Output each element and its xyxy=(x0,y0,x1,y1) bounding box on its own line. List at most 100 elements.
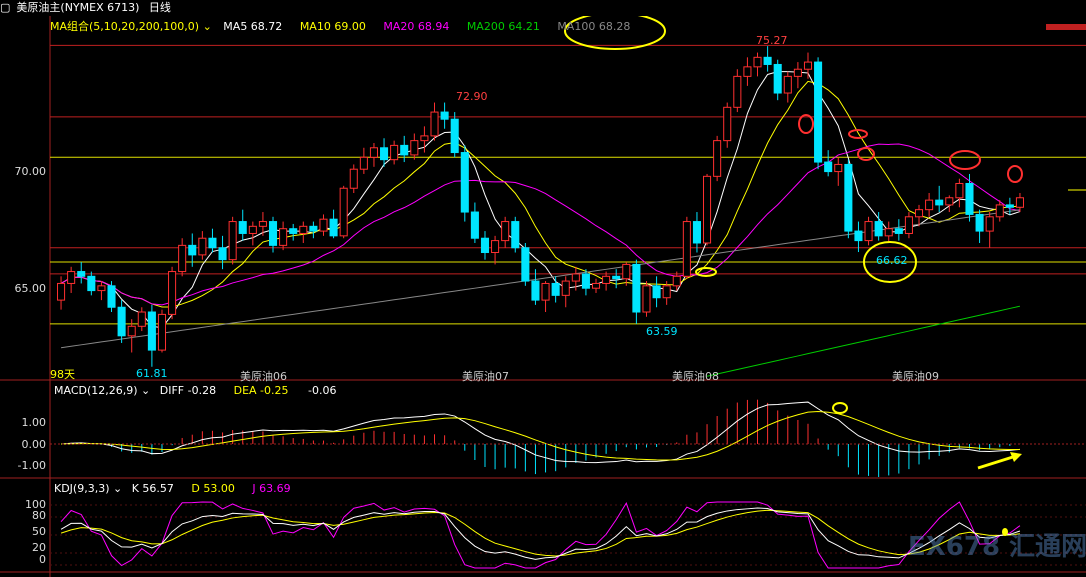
candle-body xyxy=(258,221,267,227)
days-label: 98天 xyxy=(50,368,75,381)
candle-body xyxy=(531,280,540,301)
candle-body xyxy=(359,156,368,170)
window-control xyxy=(1046,24,1086,30)
highlight-ellipse xyxy=(863,241,917,283)
highlight-circle xyxy=(1007,165,1023,183)
candle-body xyxy=(713,140,722,177)
candle-body xyxy=(591,282,601,289)
candle-body xyxy=(57,282,66,301)
candle-body xyxy=(773,63,782,94)
title-bar: ▢ 美原油主(NYMEX 6713) 日线 xyxy=(0,0,1086,16)
macd-axis-label: -1.00 xyxy=(17,459,46,472)
kdj-axis-label: 20 xyxy=(32,541,46,554)
candle-body xyxy=(551,282,560,296)
candle-body xyxy=(884,228,893,237)
macd-label[interactable]: MACD(12,26,9) xyxy=(54,384,138,397)
candle-body xyxy=(692,221,701,244)
highlight-circle xyxy=(798,114,814,134)
candle-body xyxy=(248,225,257,234)
candle-body xyxy=(319,218,328,232)
low-annotation: 61.81 xyxy=(136,367,168,380)
candle-body xyxy=(137,311,146,327)
candle-body xyxy=(480,237,490,254)
candle-body xyxy=(965,182,974,215)
highlight-ellipse xyxy=(832,402,848,414)
candle-body xyxy=(1005,204,1014,208)
candle-body xyxy=(652,285,661,299)
candle-body xyxy=(783,75,792,94)
candle-body xyxy=(157,313,167,351)
candle-body xyxy=(299,225,308,234)
candle-body xyxy=(440,111,449,120)
candle-body xyxy=(662,285,671,299)
candle-body xyxy=(97,285,106,292)
macd-diff-line xyxy=(61,401,1021,464)
symbol-title: 美原油主(NYMEX 6713) xyxy=(16,1,140,14)
arrow-shaft xyxy=(977,454,1017,470)
candle-body xyxy=(925,199,934,211)
candle-body xyxy=(279,228,288,246)
arrow-head xyxy=(1010,452,1022,462)
contract-label: 美原油09 xyxy=(892,370,939,383)
candle-body xyxy=(985,216,994,232)
candle-body xyxy=(894,228,903,234)
ma100-value: MA100 68.28 xyxy=(557,20,631,33)
period-selector[interactable]: 日线 xyxy=(148,1,171,14)
macd-dea-line xyxy=(61,410,1020,461)
candle-body xyxy=(955,182,964,199)
kdj-axis-label: 50 xyxy=(32,525,46,538)
kdj-k-value: K 56.57 xyxy=(131,482,174,495)
macd-legend: MACD(12,26,9) ⌄ DIFF -0.28 DEA -0.25 -0.… xyxy=(54,384,336,397)
chevron-down-icon[interactable]: ⌄ xyxy=(109,482,123,495)
candle-body xyxy=(67,271,76,284)
candle-body xyxy=(632,263,641,313)
candle-body xyxy=(672,275,681,287)
candle-body xyxy=(329,218,338,237)
candle-body xyxy=(400,144,409,156)
candle-body xyxy=(430,111,439,137)
candle-body xyxy=(268,221,278,246)
macd-value: -0.06 xyxy=(308,384,337,397)
candle-body xyxy=(511,221,520,249)
candle-body xyxy=(975,213,984,232)
highlight-dot xyxy=(1002,528,1008,536)
candle-body xyxy=(127,325,136,337)
candle-body xyxy=(803,61,813,70)
ma-legend: MA组合(5,10,20,200,100,0) ⌄ MA5 68.72 MA10… xyxy=(50,18,630,34)
candle-body xyxy=(602,275,611,284)
contract-label: 美原油07 xyxy=(462,370,509,383)
candle-body xyxy=(682,221,691,277)
macd-dea-value: DEA -0.25 xyxy=(233,384,289,397)
candle-body xyxy=(743,66,752,77)
candle-body xyxy=(945,197,954,206)
candle-body xyxy=(178,244,187,273)
candle-body xyxy=(410,140,419,156)
candle-body xyxy=(864,221,873,242)
ma200-value: MA200 64.21 xyxy=(466,20,540,33)
candle-body xyxy=(380,147,389,161)
candle-body xyxy=(753,56,762,68)
kdj-label[interactable]: KDJ(9,3,3) xyxy=(54,482,110,495)
ma-group-dropdown[interactable]: MA组合(5,10,20,200,100,0) xyxy=(50,20,200,33)
kdj-d-line xyxy=(60,509,1021,557)
chevron-down-icon[interactable]: ⌄ xyxy=(137,384,151,397)
candle-body xyxy=(733,75,742,108)
candle-body xyxy=(995,204,1004,218)
chevron-down-icon[interactable]: ⌄ xyxy=(199,20,212,33)
price-axis-label: 65.00 xyxy=(14,282,47,295)
highlight-circle xyxy=(949,150,981,170)
candle-body xyxy=(642,285,651,313)
candle-body xyxy=(369,147,378,158)
menu-icon[interactable]: ▢ xyxy=(0,1,11,14)
candle-body xyxy=(208,237,217,249)
candle-body xyxy=(763,56,772,65)
candle-body xyxy=(289,228,298,234)
ma-line xyxy=(706,305,1021,377)
candle-body xyxy=(470,211,479,239)
low-annotation: 63.59 xyxy=(646,325,678,338)
high-annotation: 72.90 xyxy=(456,90,488,103)
candle-body xyxy=(561,280,570,296)
price-axis-label: 70.00 xyxy=(14,165,47,178)
ma5-value: MA5 68.72 xyxy=(223,20,283,33)
